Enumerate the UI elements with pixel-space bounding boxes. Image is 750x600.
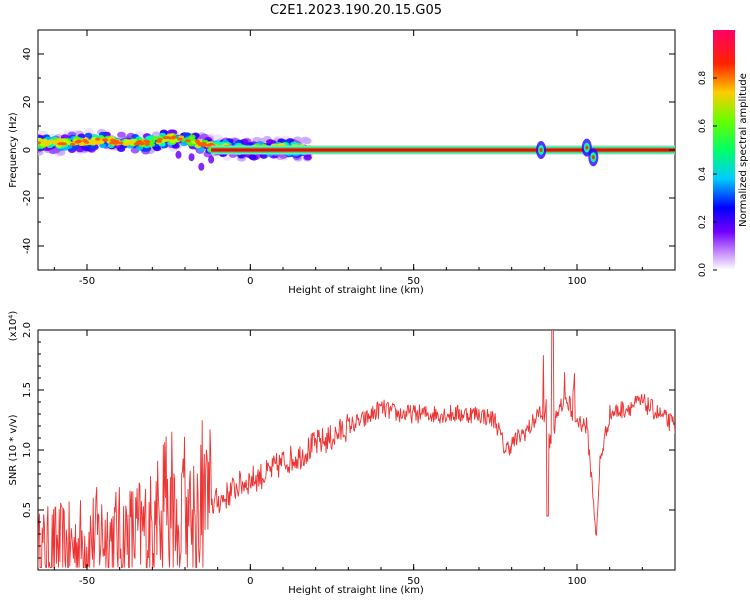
carrier-line: [211, 148, 675, 152]
spectrogram-cell: [208, 155, 215, 164]
snr-x-tick-label: -50: [79, 576, 95, 587]
spectrogram-cell: [95, 137, 101, 141]
spectrogram-cell: [143, 139, 149, 143]
spectrogram-cell: [57, 142, 63, 146]
snr-x-tick-label: 100: [567, 576, 586, 587]
spectrogram-y-tick-label: 20: [22, 96, 33, 109]
spectrogram-cell: [180, 141, 188, 147]
spectrogram-cell: [102, 138, 108, 142]
spectrogram-cell: [201, 144, 207, 148]
spectrogram-y-tick-label: 40: [22, 48, 33, 61]
colorbar-ticks: 0.0 0.2 0.4 0.6 0.8: [698, 71, 717, 278]
spectrogram-cell: [52, 140, 58, 144]
spectrogram-cell: [148, 142, 156, 147]
spectrogram-panel: -50 0 50 100 -40 -20 0 20 40 Height of straight…: [8, 29, 676, 296]
spectrogram-cell: [198, 162, 205, 171]
spectrogram-x-tick-label: 100: [567, 276, 586, 287]
colorbar-tick-label: 0.2: [698, 215, 708, 229]
spectrogram-cell: [169, 136, 176, 140]
spectrogram-cell: [165, 136, 171, 140]
spectrogram-cell: [303, 154, 312, 161]
spectrogram-cell: [157, 138, 163, 142]
spectrogram-cell: [175, 150, 182, 159]
colorbar-label: Normalized spectral amplitude: [738, 73, 749, 227]
colorbar-tick-label: 0.6: [698, 119, 708, 134]
spectrogram-cell: [44, 143, 50, 147]
snr-y-tick-label: 1.5: [22, 382, 33, 398]
spectrogram-cell: [98, 143, 107, 149]
colorbar-tick-label: 0.8: [698, 71, 708, 86]
spectrogram-cell: [93, 140, 100, 144]
spectrogram-y-ticks: -40 -20 0 20 40: [22, 29, 675, 271]
spectrogram-burst-peak: [585, 145, 589, 150]
figure-title: C2E1.2023.190.20.15.G05: [270, 3, 442, 18]
spectrogram-cell: [70, 144, 79, 151]
snr-y-tick-label: 0.5: [22, 502, 33, 518]
spectrogram-cell: [123, 142, 130, 146]
snr-multiplier: (x10⁴): [8, 311, 19, 342]
spectrogram-cell: [113, 139, 120, 143]
spectrogram-y-tick-label: 0: [22, 147, 33, 153]
spectrogram-cell: [69, 142, 76, 146]
spectrogram-cell: [117, 131, 126, 138]
spectrogram-cell: [145, 136, 153, 141]
snr-y-ticks: 0.5 1.0 1.5 2.0: [22, 322, 675, 559]
snr-y-tick-label: 2.0: [22, 322, 33, 338]
spectrogram-burst-peak: [539, 148, 543, 152]
snr-x-axis-label: Height of straight line (km): [288, 585, 424, 596]
snr-x-tick-label: 50: [407, 576, 420, 587]
spectrogram-cell: [128, 140, 135, 145]
spectrogram-x-tick-label: 50: [407, 276, 420, 287]
snr-panel: -50 0 50 100 0.5 1.0 1.5 2.0 (x10⁴) Height of …: [8, 311, 676, 596]
spectrogram-cell: [185, 139, 191, 143]
spectrogram-x-ticks: -50 0 50 100: [53, 30, 676, 287]
snr-x-tick-label: 0: [247, 576, 253, 587]
spectrogram-cell: [144, 142, 150, 146]
spectrogram-cell: [74, 140, 80, 144]
spectrogram-cell: [88, 144, 97, 150]
spectrogram-x-tick-label: -50: [79, 276, 95, 287]
spectrogram-x-tick-label: 0: [247, 276, 253, 287]
spectrogram-y-axis-label: Frequency (Hz): [8, 112, 19, 188]
spectrogram-cell: [197, 146, 205, 152]
snr-series-line: [38, 330, 675, 569]
snr-x-ticks: -50 0 50 100: [53, 330, 676, 587]
spectrogram-cell: [84, 132, 93, 138]
colorbar-tick-label: 0.4: [698, 167, 708, 182]
spectrogram-cell: [82, 139, 88, 143]
colorbar: 0.0 0.2 0.4 0.6 0.8 Normalized spectral ampl…: [698, 30, 749, 277]
spectrogram-cell: [159, 132, 167, 138]
spectrogram-cell: [194, 139, 201, 143]
spectrogram-cell: [38, 141, 41, 145]
spectrogram-cell: [248, 154, 257, 160]
spectrogram-cell: [39, 139, 45, 144]
spectrogram-cell: [169, 139, 176, 144]
snr-y-axis-label: SNR (10 * v/v): [8, 414, 19, 485]
spectrogram-burst-peak: [591, 155, 595, 160]
spectrogram-cell: [259, 153, 268, 159]
spectrogram-content: [38, 128, 675, 171]
spectrogram-cell: [188, 153, 195, 162]
spectrogram-cell: [117, 141, 124, 145]
spectrogram-cell: [39, 142, 46, 147]
spectrogram-cell: [177, 137, 183, 141]
spectrogram-y-tick-label: -20: [22, 190, 33, 206]
colorbar-tick-label: 0.0: [698, 263, 708, 278]
spectrogram-cell: [135, 140, 142, 144]
spectrogram-x-axis-label: Height of straight line (km): [288, 285, 424, 296]
colorbar-gradient: [713, 30, 735, 270]
spectrogram-y-tick-label: -40: [22, 238, 33, 254]
snr-y-tick-label: 1.0: [22, 442, 33, 458]
